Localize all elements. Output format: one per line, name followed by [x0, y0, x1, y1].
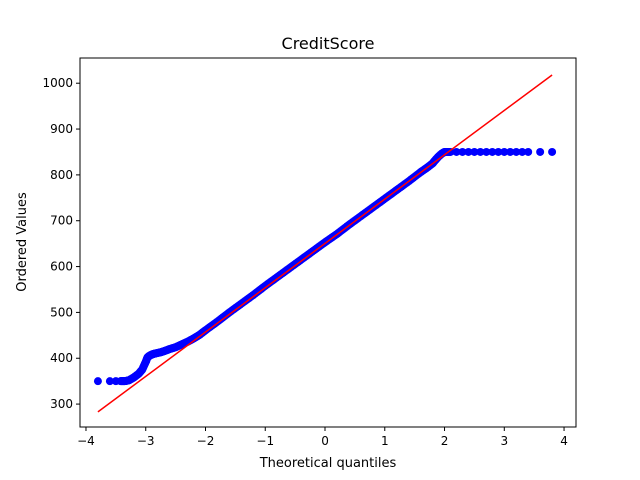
data-point — [452, 147, 461, 156]
data-point — [93, 377, 102, 386]
data-point — [500, 147, 509, 156]
y-tick-label: 1000 — [42, 76, 73, 90]
x-axis: −4 −3 −2 −1 0 1 2 3 4 — [77, 427, 568, 448]
data-point — [494, 147, 503, 156]
y-tick-label: 700 — [50, 214, 73, 228]
fit-line — [97, 74, 553, 413]
x-tick-label: 0 — [321, 434, 329, 448]
y-tick-label: 500 — [50, 305, 73, 319]
y-tick-label: 800 — [50, 168, 73, 182]
data-point — [458, 147, 467, 156]
data-point — [482, 147, 491, 156]
x-tick-label: 3 — [500, 434, 508, 448]
data-point — [524, 147, 533, 156]
data-point — [548, 147, 557, 156]
y-tick-label: 900 — [50, 122, 73, 136]
x-tick-label: −4 — [77, 434, 95, 448]
y-axis-label: Ordered Values — [15, 192, 30, 292]
x-tick-label: 2 — [441, 434, 449, 448]
data-point — [518, 147, 527, 156]
x-tick-label: 4 — [560, 434, 568, 448]
data-point — [536, 147, 545, 156]
data-point — [464, 147, 473, 156]
points-layer — [93, 147, 557, 386]
y-tick-label: 300 — [50, 397, 73, 411]
y-axis: 300 400 500 600 700 800 900 1000 — [42, 76, 80, 411]
data-point — [470, 147, 479, 156]
chart-title: CreditScore — [282, 34, 375, 53]
x-tick-label: −3 — [137, 434, 155, 448]
fit-line-layer — [97, 74, 553, 413]
plot-frame — [79, 57, 577, 428]
y-tick-label: 600 — [50, 260, 73, 274]
x-axis-label: Theoretical quantiles — [259, 456, 397, 471]
y-tick-label: 400 — [50, 351, 73, 365]
data-point — [512, 147, 521, 156]
data-point — [488, 147, 497, 156]
x-tick-label: −1 — [256, 434, 274, 448]
data-point — [105, 377, 114, 386]
data-point — [476, 147, 485, 156]
x-tick-label: −2 — [197, 434, 215, 448]
data-point — [446, 147, 455, 156]
x-tick-label: 1 — [381, 434, 389, 448]
data-point — [506, 147, 515, 156]
